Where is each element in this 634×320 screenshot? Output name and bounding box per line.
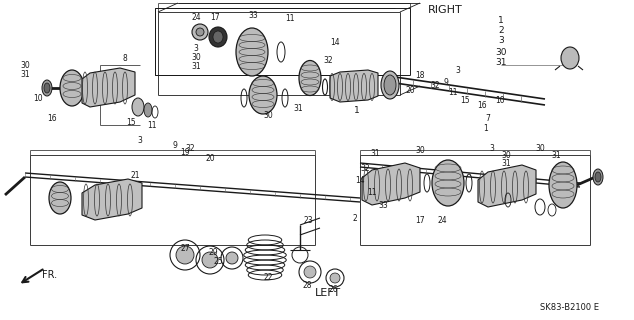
Polygon shape: [330, 70, 378, 102]
Text: 30: 30: [501, 150, 511, 159]
Text: 26: 26: [328, 285, 338, 294]
Text: FR.: FR.: [42, 270, 58, 280]
Text: 10: 10: [495, 95, 505, 105]
Text: 25: 25: [213, 258, 223, 267]
Ellipse shape: [432, 160, 464, 206]
Ellipse shape: [192, 24, 208, 40]
Text: 1: 1: [484, 124, 488, 132]
Text: 28: 28: [302, 281, 312, 290]
Text: 9: 9: [172, 140, 178, 149]
Text: 10: 10: [33, 93, 43, 102]
Text: 30: 30: [495, 47, 507, 57]
Text: LEFT: LEFT: [315, 288, 341, 298]
Text: 30: 30: [20, 60, 30, 69]
Text: 24: 24: [191, 12, 201, 21]
Ellipse shape: [176, 246, 194, 264]
Text: 23: 23: [303, 215, 313, 225]
Text: 29: 29: [208, 247, 218, 257]
Text: 16: 16: [477, 100, 487, 109]
Text: 32: 32: [185, 143, 195, 153]
Text: 9: 9: [444, 77, 448, 86]
Text: 32: 32: [430, 81, 440, 90]
Text: 30: 30: [415, 146, 425, 155]
Text: 1: 1: [354, 106, 360, 115]
Text: 27: 27: [180, 244, 190, 252]
Text: 32: 32: [360, 164, 370, 172]
Ellipse shape: [49, 182, 71, 214]
Ellipse shape: [304, 266, 316, 278]
Ellipse shape: [549, 162, 577, 208]
Ellipse shape: [561, 47, 579, 69]
Text: 14: 14: [330, 37, 340, 46]
Text: 33: 33: [378, 201, 388, 210]
Text: 3: 3: [456, 66, 460, 75]
Text: 15: 15: [460, 95, 470, 105]
Ellipse shape: [132, 98, 144, 116]
Ellipse shape: [209, 27, 227, 47]
Text: 11: 11: [448, 87, 458, 97]
Ellipse shape: [226, 252, 238, 264]
Polygon shape: [362, 163, 420, 205]
Text: 3: 3: [138, 135, 143, 145]
Text: 2: 2: [498, 26, 504, 35]
Text: 1: 1: [498, 15, 504, 25]
Text: 30: 30: [191, 52, 201, 61]
Text: 11: 11: [285, 13, 295, 22]
Text: 16: 16: [47, 114, 57, 123]
Text: 31: 31: [495, 58, 507, 67]
Text: 3: 3: [193, 44, 198, 52]
Text: 18: 18: [415, 70, 425, 79]
Text: 31: 31: [20, 69, 30, 78]
Text: 3: 3: [489, 143, 495, 153]
Ellipse shape: [42, 80, 52, 96]
Text: 20: 20: [205, 154, 215, 163]
Polygon shape: [82, 179, 142, 220]
Text: 3: 3: [498, 36, 504, 44]
Text: 17: 17: [210, 12, 220, 21]
Text: 33: 33: [248, 11, 258, 20]
Text: 24: 24: [437, 215, 447, 225]
Text: 20: 20: [405, 85, 415, 94]
Ellipse shape: [595, 172, 601, 182]
Text: 31: 31: [293, 103, 303, 113]
Polygon shape: [478, 165, 536, 207]
Ellipse shape: [384, 75, 396, 95]
Text: 15: 15: [126, 117, 136, 126]
Text: RIGHT: RIGHT: [427, 5, 462, 15]
Ellipse shape: [299, 60, 321, 95]
Text: 31: 31: [501, 158, 511, 167]
Text: 17: 17: [415, 215, 425, 225]
Text: 7: 7: [486, 114, 491, 123]
Text: 32: 32: [323, 55, 333, 65]
Text: 11: 11: [147, 121, 157, 130]
Ellipse shape: [593, 169, 603, 185]
Text: 11: 11: [367, 188, 377, 196]
Text: 21: 21: [130, 171, 139, 180]
Ellipse shape: [44, 83, 50, 93]
Text: 8: 8: [122, 53, 127, 62]
Ellipse shape: [330, 273, 340, 283]
Polygon shape: [82, 68, 135, 107]
Text: 31: 31: [370, 148, 380, 157]
Ellipse shape: [60, 70, 84, 106]
Text: 19: 19: [180, 148, 190, 156]
Ellipse shape: [196, 28, 204, 36]
Text: 30: 30: [263, 110, 273, 119]
Text: 14: 14: [355, 175, 365, 185]
Text: 2: 2: [353, 213, 358, 222]
Ellipse shape: [249, 76, 277, 114]
Text: SK83-B2100 E: SK83-B2100 E: [541, 303, 600, 313]
Ellipse shape: [202, 252, 218, 268]
Text: 30: 30: [535, 143, 545, 153]
Ellipse shape: [381, 71, 399, 99]
Text: 22: 22: [263, 274, 273, 283]
Text: 31: 31: [551, 150, 561, 159]
Ellipse shape: [236, 28, 268, 76]
Ellipse shape: [213, 31, 223, 43]
Text: 31: 31: [191, 61, 201, 70]
Ellipse shape: [144, 103, 152, 117]
